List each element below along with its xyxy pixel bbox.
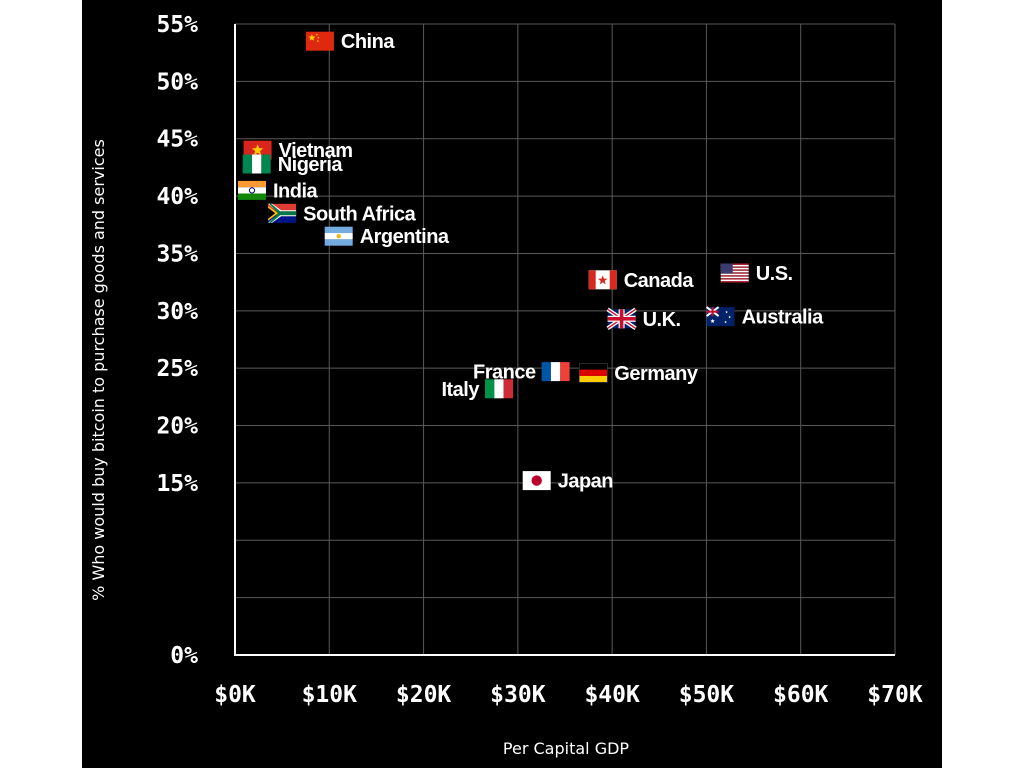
data-point: Argentina bbox=[324, 226, 450, 248]
point-label: Nigeria bbox=[278, 154, 344, 176]
canada-flag-icon bbox=[588, 270, 617, 290]
japan-flag-icon bbox=[522, 471, 551, 491]
x-tick-label: $30K bbox=[490, 682, 546, 708]
grid bbox=[234, 23, 896, 656]
germany-flag-icon bbox=[578, 362, 608, 383]
data-point: Italy bbox=[441, 379, 513, 401]
south-africa-flag-icon bbox=[268, 203, 297, 223]
data-point: U.S. bbox=[720, 263, 793, 285]
point-label: U.S. bbox=[756, 263, 793, 285]
australia-flag-icon bbox=[705, 306, 735, 327]
point-label: Argentina bbox=[360, 226, 450, 248]
x-tick-label: $10K bbox=[302, 682, 358, 708]
x-tick-label: $60K bbox=[773, 682, 829, 708]
data-point: U.K. bbox=[606, 307, 681, 331]
data-point: Japan bbox=[522, 471, 614, 493]
point-label: U.K. bbox=[643, 309, 681, 331]
usa-flag-icon bbox=[720, 263, 749, 283]
y-tick-label: 40% bbox=[156, 184, 198, 210]
point-label: Canada bbox=[624, 270, 695, 292]
data-point: India bbox=[238, 180, 319, 202]
y-tick-label: 0% bbox=[170, 643, 198, 669]
y-tick-label: 20% bbox=[156, 414, 198, 440]
point-label: Vietnam bbox=[279, 140, 353, 162]
x-axis-ticks: $0K $10K $20K $30K $40K $50K $60K $70K bbox=[214, 682, 923, 708]
point-label: France bbox=[473, 362, 536, 384]
y-tick-label: 55% bbox=[156, 12, 198, 38]
data-point: Germany bbox=[578, 362, 699, 385]
y-tick-label: 45% bbox=[156, 127, 198, 153]
italy-flag-icon bbox=[485, 379, 513, 399]
india-flag-icon bbox=[238, 180, 266, 200]
data-point: Nigeria bbox=[242, 154, 344, 176]
uk-flag-icon bbox=[606, 307, 637, 330]
x-tick-label: $50K bbox=[679, 682, 735, 708]
point-label: Italy bbox=[441, 379, 480, 401]
point-label: Japan bbox=[558, 471, 613, 493]
y-axis-ticks: 0% 15% 20% 25% 30% 35% 40% 45% 50% 55% bbox=[156, 12, 198, 669]
y-tick-label: 15% bbox=[156, 471, 198, 497]
china-flag-icon bbox=[305, 31, 334, 51]
data-point: China bbox=[305, 31, 396, 53]
y-tick-label: 25% bbox=[156, 356, 198, 382]
x-tick-label: $70K bbox=[867, 682, 923, 708]
chart-panel: 0% 15% 20% 25% 30% 35% 40% 45% 50% 55% $0K $10K $20… bbox=[82, 0, 942, 768]
data-point: South Africa bbox=[268, 203, 417, 225]
argentina-flag-icon bbox=[324, 226, 353, 246]
point-label: South Africa bbox=[303, 203, 417, 225]
x-tick-label: $20K bbox=[396, 682, 452, 708]
nigeria-flag-icon bbox=[242, 154, 271, 174]
point-label: Germany bbox=[614, 363, 699, 385]
france-flag-icon bbox=[541, 362, 570, 382]
x-tick-label: $0K bbox=[214, 682, 256, 708]
y-tick-label: 35% bbox=[156, 241, 198, 267]
x-axis-title: Per Capital GDP bbox=[503, 739, 629, 758]
scatter-chart: 0% 15% 20% 25% 30% 35% 40% 45% 50% 55% $0K $10K $20… bbox=[89, 12, 923, 758]
data-point: Canada bbox=[588, 270, 695, 292]
data-point: France bbox=[473, 362, 570, 384]
x-tick-label: $40K bbox=[584, 682, 640, 708]
point-label: Australia bbox=[742, 307, 824, 329]
y-tick-label: 30% bbox=[156, 299, 198, 325]
y-axis-title: % Who would buy bitcoin to purchase good… bbox=[89, 139, 108, 601]
point-label: India bbox=[273, 180, 319, 202]
point-label: China bbox=[341, 31, 395, 53]
data-point: Australia bbox=[705, 306, 825, 329]
y-tick-label: 50% bbox=[156, 69, 198, 95]
